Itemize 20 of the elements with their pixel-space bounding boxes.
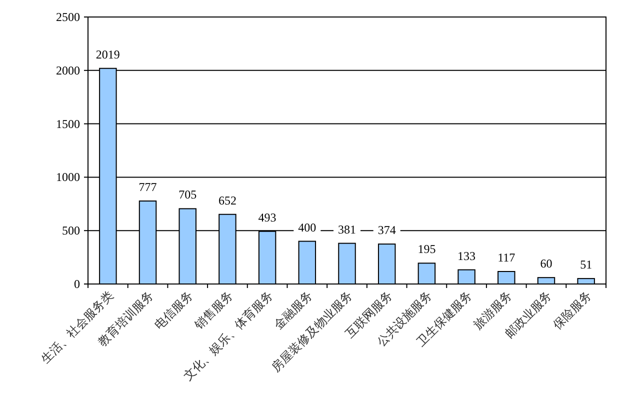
y-tick-label: 2500 xyxy=(56,10,80,24)
y-tick-label: 1000 xyxy=(56,170,80,184)
y-tick-label: 500 xyxy=(62,224,80,238)
data-label: 374 xyxy=(378,223,396,238)
data-label: 117 xyxy=(498,250,516,265)
data-label: 51 xyxy=(580,258,592,272)
data-label: 652 xyxy=(218,193,236,208)
data-label: 381 xyxy=(338,222,356,236)
data-label: 777 xyxy=(138,180,157,194)
data-label: 2019 xyxy=(96,47,120,62)
x-tick-label: 保险服务 xyxy=(550,288,594,332)
data-label: 493 xyxy=(258,210,276,224)
data-label: 133 xyxy=(458,248,476,263)
data-label: 195 xyxy=(418,242,436,256)
y-tick-label: 0 xyxy=(74,277,80,291)
y-tick-label: 1500 xyxy=(56,116,80,131)
y-tick-label: 2000 xyxy=(56,63,80,78)
data-label: 400 xyxy=(298,220,316,234)
data-label: 705 xyxy=(178,188,197,202)
data-label: 60 xyxy=(540,256,552,271)
